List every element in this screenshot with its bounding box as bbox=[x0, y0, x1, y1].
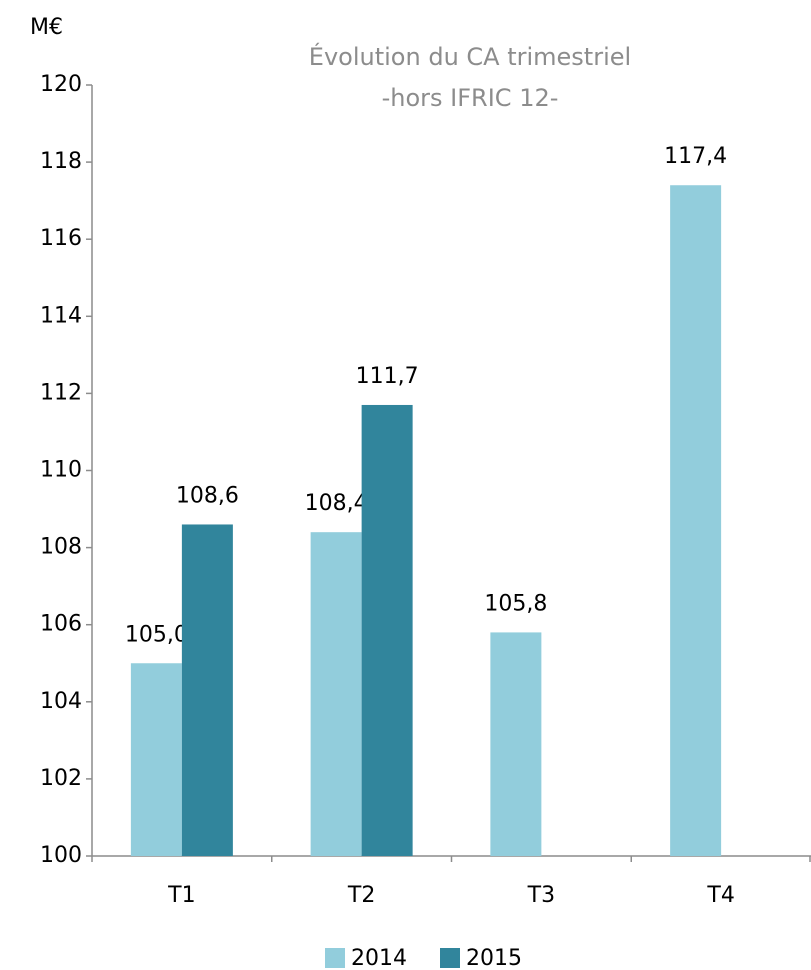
x-tick-label: T2 bbox=[347, 883, 375, 908]
y-tick-label: 104 bbox=[40, 689, 82, 714]
chart-subtitle: -hors IFRIC 12- bbox=[382, 84, 559, 112]
chart-title: Évolution du CA trimestriel bbox=[309, 42, 631, 71]
y-tick-label: 118 bbox=[40, 149, 82, 174]
bar bbox=[130, 663, 182, 856]
x-tick-label: T3 bbox=[527, 883, 555, 908]
legend-swatch bbox=[440, 948, 460, 968]
bar bbox=[361, 404, 413, 856]
y-tick-label: 102 bbox=[40, 766, 82, 791]
data-label: 108,4 bbox=[305, 491, 368, 516]
y-tick-label: 116 bbox=[40, 226, 82, 251]
y-tick-label: 112 bbox=[40, 380, 82, 405]
y-axis-label: M€ bbox=[30, 15, 63, 40]
x-tick-label: T4 bbox=[706, 883, 734, 908]
bar bbox=[181, 524, 233, 856]
x-tick-label: T1 bbox=[167, 883, 195, 908]
data-label: 105,8 bbox=[484, 591, 547, 616]
data-label: 105,0 bbox=[125, 622, 188, 647]
bar bbox=[670, 185, 722, 857]
y-tick-label: 106 bbox=[40, 612, 82, 637]
y-tick-label: 120 bbox=[40, 72, 82, 97]
data-label: 117,4 bbox=[664, 144, 727, 169]
legend-swatch bbox=[325, 948, 345, 968]
data-label: 108,6 bbox=[176, 483, 239, 508]
legend-label: 2014 bbox=[351, 946, 407, 970]
y-tick-label: 100 bbox=[40, 843, 82, 868]
bar bbox=[490, 632, 542, 856]
legend-label: 2015 bbox=[466, 946, 522, 970]
bar bbox=[310, 532, 362, 856]
y-tick-label: 110 bbox=[40, 458, 82, 483]
data-label: 111,7 bbox=[356, 364, 419, 389]
y-tick-label: 114 bbox=[40, 303, 82, 328]
y-tick-label: 108 bbox=[40, 535, 82, 560]
